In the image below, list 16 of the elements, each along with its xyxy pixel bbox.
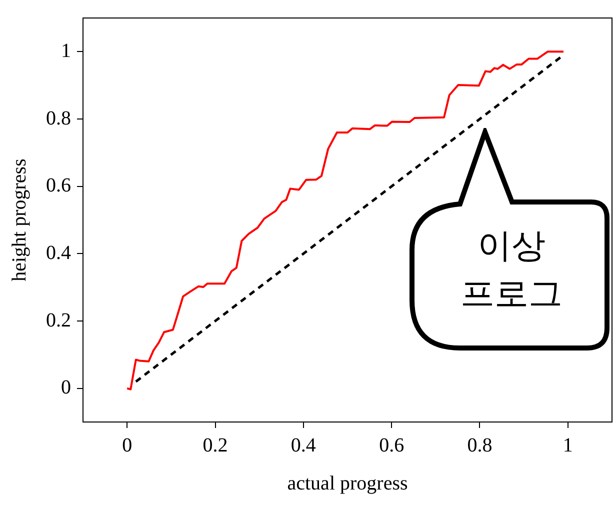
y-tick-label: 0.4 <box>46 242 71 264</box>
x-tick-label: 0.8 <box>467 434 492 456</box>
y-axis-title: height progress <box>8 158 30 282</box>
y-tick-label: 1 <box>61 40 71 62</box>
x-tick-label: 0 <box>122 434 132 456</box>
y-tick-label: 0.2 <box>46 309 71 332</box>
x-tick-label: 0.2 <box>202 434 228 456</box>
annotation: 프로그 <box>460 273 564 316</box>
x-tick-label: 0.6 <box>379 434 404 456</box>
x-tick-label: 1 <box>562 434 573 456</box>
y-tick-label: 0.6 <box>46 174 71 197</box>
x-tick-label: 0.4 <box>290 434 316 456</box>
y-tick-label: 0.8 <box>46 107 71 130</box>
annotation: 이상 <box>476 225 546 268</box>
y-tick-label: 0 <box>61 376 71 399</box>
x-axis-title: actual progress <box>287 472 408 494</box>
